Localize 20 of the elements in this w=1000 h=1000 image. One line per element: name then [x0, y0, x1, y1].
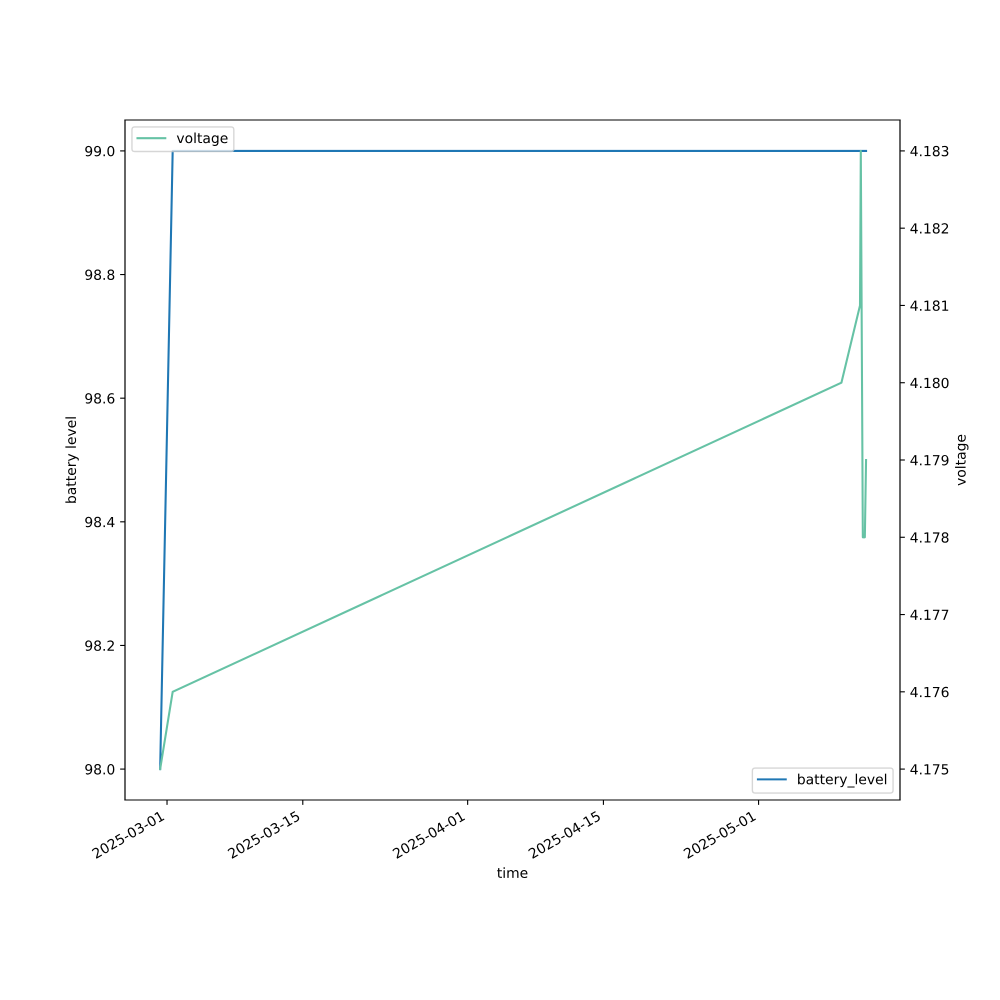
x-axis-title: time: [497, 867, 528, 878]
y2-tick-label: 4.183: [910, 146, 948, 156]
y2-tick-label: 4.181: [910, 300, 948, 311]
y-tick-label: 98.8: [85, 270, 114, 280]
y2-tick-label: 4.182: [910, 223, 948, 234]
y-tick-label: 98.0: [85, 764, 114, 775]
y-tick-label: 99.0: [85, 146, 114, 156]
legend-label: battery_level: [798, 774, 886, 788]
y2-tick-label: 4.180: [910, 378, 949, 388]
y-axis-title: battery level: [65, 417, 79, 503]
y-tick-label: 98.6: [85, 393, 114, 404]
y2-tick-label: 4.176: [910, 686, 949, 698]
y2-tick-label: 4.179: [910, 454, 949, 466]
y-tick-label: 98.2: [85, 640, 114, 651]
legend-label: voltage: [176, 132, 228, 146]
y-tick-label: 98.4: [85, 516, 114, 528]
y2-tick-label: 4.178: [910, 532, 949, 543]
y2-axis-title: voltage: [955, 434, 968, 486]
y2-tick-label: 4.177: [910, 610, 948, 620]
y2-tick-label: 4.175: [910, 764, 948, 775]
